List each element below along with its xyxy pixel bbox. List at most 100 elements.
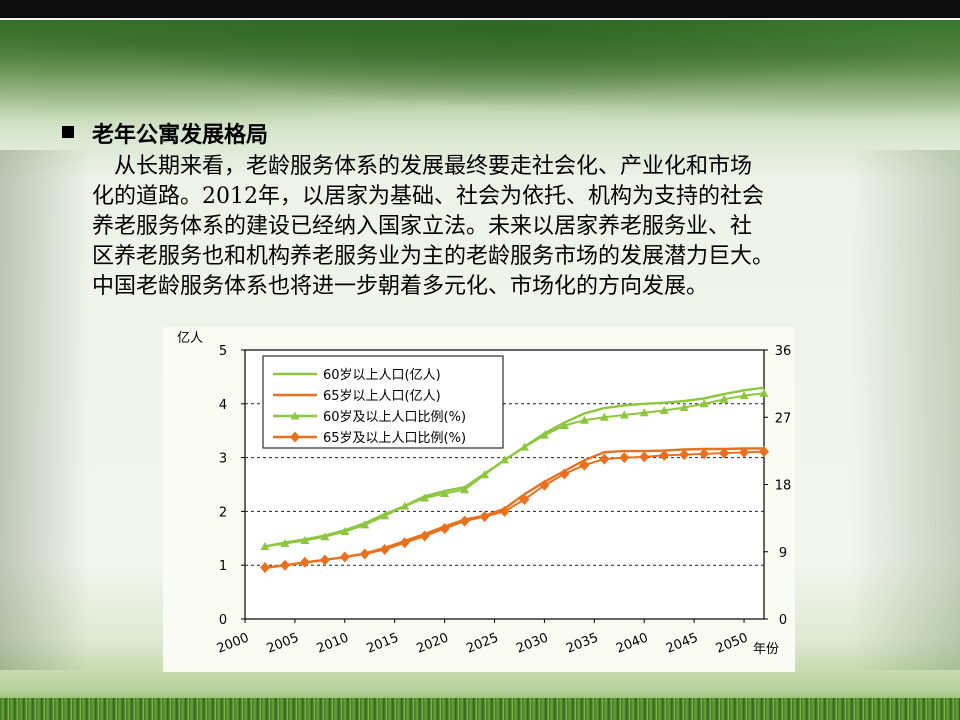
data-point-triangle xyxy=(280,539,290,548)
data-point-triangle xyxy=(400,501,410,510)
data-point-diamond xyxy=(699,448,710,460)
slide-heading: 老年公寓发展格局 xyxy=(92,122,269,148)
y-right-tick-label: 9 xyxy=(779,546,787,561)
data-point-diamond xyxy=(379,544,390,556)
x-tick-label: 2040 xyxy=(614,630,650,656)
y-right-tick-label: 36 xyxy=(775,344,792,359)
y-left-axis-title: 亿人 xyxy=(177,331,203,346)
data-point-triangle xyxy=(360,520,370,529)
data-point-triangle xyxy=(380,511,390,520)
x-tick-label: 2045 xyxy=(664,630,700,656)
data-point-triangle xyxy=(759,388,769,397)
data-point-triangle xyxy=(579,415,589,424)
data-point-triangle xyxy=(699,399,709,408)
data-point-diamond xyxy=(259,561,270,573)
x-tick-label: 2030 xyxy=(514,630,550,656)
data-point-diamond xyxy=(499,505,510,517)
y-right-tick-label: 0 xyxy=(779,613,787,628)
data-point-triangle xyxy=(539,430,549,439)
data-point-triangle xyxy=(679,403,689,412)
x-tick-label: 2020 xyxy=(414,630,450,656)
data-point-triangle xyxy=(519,442,529,451)
legend-label: 65岁以上人口(亿人) xyxy=(323,389,441,404)
y-left-tick-label: 4 xyxy=(219,398,227,413)
data-point-triangle xyxy=(260,542,270,551)
x-tick-label: 2035 xyxy=(564,630,600,656)
data-point-diamond xyxy=(299,556,310,568)
data-point-diamond xyxy=(339,551,350,563)
data-point-diamond xyxy=(659,449,670,461)
data-point-diamond xyxy=(559,468,570,480)
legend-label: 60岁以上人口(亿人) xyxy=(323,368,441,383)
x-tick-label: 2050 xyxy=(714,630,750,656)
data-point-triangle xyxy=(300,536,310,545)
paragraph-line: 区养老服务也和机构养老服务业为主的老龄服务市场的发展潜力巨大。 xyxy=(92,244,775,269)
data-point-triangle xyxy=(739,391,749,400)
data-point-diamond xyxy=(719,447,730,459)
x-tick-label: 2010 xyxy=(315,630,351,656)
data-point-triangle xyxy=(320,532,330,541)
y-right-tick-label: 27 xyxy=(775,411,792,426)
paragraph-line: 养老服务体系的建设已经纳入国家立法。未来以居家养老服务业、社 xyxy=(92,214,753,239)
paragraph-line: 从长期来看，老龄服务体系的发展最终要走社会化、产业化和市场 xyxy=(114,154,753,179)
data-point-triangle xyxy=(659,406,669,415)
top-rule xyxy=(0,18,960,20)
data-point-diamond xyxy=(479,511,490,523)
y-left-tick-label: 2 xyxy=(219,505,227,520)
data-point-diamond xyxy=(599,453,610,465)
data-point-triangle xyxy=(599,412,609,421)
bullet-square-icon xyxy=(62,126,74,138)
data-point-diamond xyxy=(359,548,370,560)
y-left-tick-label: 1 xyxy=(219,559,227,574)
legend-label: 65岁及以上人口比例(%) xyxy=(323,431,466,446)
data-point-diamond xyxy=(539,479,550,491)
data-point-triangle xyxy=(559,420,569,429)
data-point-triangle xyxy=(639,408,649,417)
data-point-diamond xyxy=(579,459,590,471)
chart-panel: 01234509182736亿人%20002005201020152020202… xyxy=(163,327,819,672)
data-point-diamond xyxy=(639,451,650,463)
x-tick-label: 2025 xyxy=(464,630,500,656)
legend-box xyxy=(262,355,504,449)
background-foliage xyxy=(0,20,960,130)
x-axis-title: 年份 xyxy=(753,642,779,657)
legend-label: 60岁及以上人口比例(%) xyxy=(323,410,466,425)
data-point-triangle xyxy=(619,410,629,419)
data-point-diamond xyxy=(519,493,530,505)
top-bar xyxy=(0,0,960,18)
y-left-tick-label: 0 xyxy=(219,613,227,628)
data-point-diamond xyxy=(739,446,750,458)
data-point-diamond xyxy=(279,559,290,571)
x-tick-label: 2015 xyxy=(365,630,401,656)
data-point-triangle xyxy=(340,527,350,536)
data-point-diamond xyxy=(459,515,470,527)
paragraph-line: 化的道路。2012年，以居家为基础、社会为依托、机构为支持的社会 xyxy=(92,184,764,209)
x-tick-label: 2005 xyxy=(265,630,301,656)
population-chart: 01234509182736亿人%20002005201020152020202… xyxy=(177,331,819,657)
data-point-diamond xyxy=(319,554,330,566)
data-point-diamond xyxy=(619,452,630,464)
data-point-diamond xyxy=(439,523,450,535)
data-point-triangle xyxy=(719,394,729,403)
y-left-tick-label: 5 xyxy=(219,344,227,359)
data-point-triangle xyxy=(500,455,509,464)
background-trees-left xyxy=(0,150,90,670)
y-right-tick-label: 18 xyxy=(775,479,792,494)
data-point-triangle xyxy=(460,485,470,494)
background-grass xyxy=(0,698,960,720)
data-point-diamond xyxy=(759,446,769,458)
data-point-triangle xyxy=(440,488,450,497)
y-left-tick-label: 3 xyxy=(219,452,227,467)
data-point-diamond xyxy=(419,530,430,542)
data-point-triangle xyxy=(420,493,430,502)
data-point-diamond xyxy=(399,537,410,549)
legend-marker-diamond xyxy=(290,431,300,443)
x-tick-label: 2000 xyxy=(215,630,251,656)
series-line xyxy=(264,392,765,548)
legend-marker-triangle xyxy=(290,411,300,420)
data-point-triangle xyxy=(480,470,490,479)
background-trees-right xyxy=(850,150,960,670)
slide-paragraph: 从长期来看，老龄服务体系的发展最终要走社会化、产业化和市场 化的道路。2012年… xyxy=(92,152,912,302)
data-point-diamond xyxy=(679,449,690,461)
paragraph-line: 中国老龄服务体系也将进一步朝着多元化、市场化的方向发展。 xyxy=(92,274,709,299)
